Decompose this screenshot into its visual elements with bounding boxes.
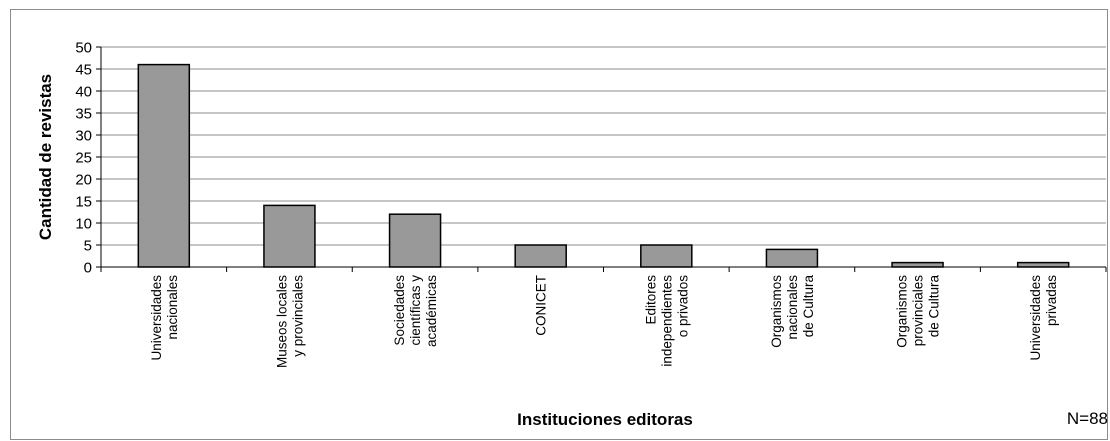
y-tick-label: 30 — [75, 128, 92, 145]
category-label-line: Editores — [643, 275, 658, 325]
category-label-line: privadas — [1044, 275, 1059, 326]
bar — [891, 261, 944, 268]
y-tick-label: 45 — [75, 62, 92, 79]
chart-frame — [10, 9, 1108, 440]
category-label-line: o privados — [675, 275, 690, 338]
y-tick-label: 10 — [75, 216, 92, 233]
category-label: Sociedades científicas y académicas — [392, 275, 439, 347]
category-label-line: de Cultura — [927, 275, 942, 338]
bar — [765, 248, 819, 268]
category-label: Museos locales y provinciales — [274, 275, 305, 368]
category-label-line: Organismos — [769, 275, 784, 348]
bar — [388, 213, 442, 268]
category-label-line: Organismos — [895, 275, 910, 348]
category-label-line: y provinciales — [290, 275, 305, 357]
category-label-line: Universidades — [1028, 275, 1043, 361]
x-axis-categories: Universidades nacionales Museos locales y p… — [149, 275, 1059, 369]
category-label-line: de Cultura — [801, 275, 816, 338]
gridlines — [101, 46, 1106, 246]
category-label-line: provinciales — [911, 275, 926, 347]
y-axis-ticks: 0 5 10 15 20 25 30 35 40 45 50 — [75, 40, 101, 277]
x-axis-title: Instituciones editoras — [517, 410, 693, 429]
bars — [137, 63, 1070, 268]
y-tick-label: 15 — [75, 194, 92, 211]
bar — [514, 244, 567, 268]
category-label-line: Museos locales — [274, 275, 289, 368]
y-tick-label: 20 — [75, 172, 92, 189]
category-label-line: académicas — [424, 275, 439, 347]
bar — [137, 63, 191, 268]
y-axis-title: Cantidad de revistas — [36, 74, 55, 240]
category-label: Universidades nacionales — [149, 275, 180, 361]
category-label-line: nacionales — [165, 275, 180, 340]
y-tick-label: 5 — [84, 238, 92, 255]
y-tick-label: 50 — [75, 40, 92, 57]
category-label-line: independientes — [659, 275, 674, 367]
category-label-line: nacionales — [785, 275, 800, 340]
category-label: Organismos provinciales de Cultura — [895, 275, 942, 348]
y-tick-label: 0 — [84, 260, 92, 277]
category-label: Universidades privadas — [1028, 275, 1059, 361]
bar — [640, 244, 693, 268]
bar — [1016, 261, 1070, 268]
category-label-line: científicas y — [408, 275, 423, 346]
y-tick-label: 25 — [75, 150, 92, 167]
y-tick-label: 40 — [75, 84, 92, 101]
category-label-line: CONICET — [534, 275, 549, 336]
sample-size-note: N=88 — [1067, 409, 1108, 428]
category-label: CONICET — [534, 275, 549, 336]
category-label: Editores independientes o privados — [643, 275, 690, 367]
category-label-line: Sociedades — [392, 275, 407, 346]
category-label: Organismos nacionales de Cultura — [769, 275, 816, 348]
category-label-line: Universidades — [149, 275, 164, 361]
bar — [263, 204, 316, 268]
y-tick-label: 35 — [75, 106, 92, 123]
axes — [100, 47, 1107, 272]
